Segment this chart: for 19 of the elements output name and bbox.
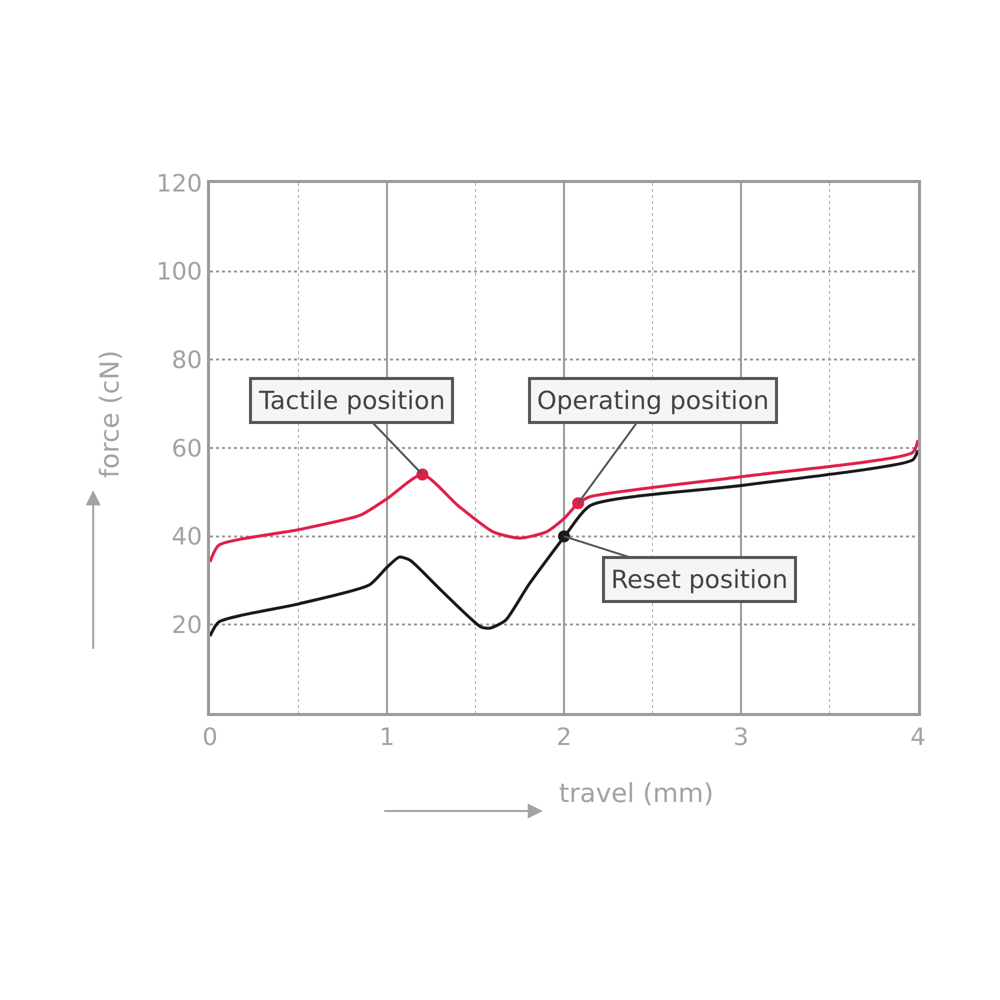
annotation: Tactile position: [258, 386, 446, 415]
y-tick-label: 40: [172, 522, 202, 551]
y-tick-label: 120: [156, 169, 202, 198]
line-series: [210, 438, 918, 564]
y-tick-label: 20: [172, 611, 202, 640]
x-tick-label: 3: [733, 722, 749, 751]
y-tick-label: 80: [172, 346, 202, 374]
y-tick-label: 100: [156, 258, 202, 286]
annotation: Reset position: [611, 565, 788, 594]
line-series: [210, 448, 918, 638]
x-axis-title: travel (mm): [559, 779, 714, 809]
y-axis-title: force (cN): [95, 350, 126, 478]
x-tick-label: 0: [202, 722, 218, 751]
annotation: Operating position: [537, 386, 769, 415]
y-tick-label: 60: [172, 434, 202, 462]
x-tick-label: 1: [379, 722, 395, 751]
x-tick-label: 4: [910, 722, 926, 751]
x-tick-label: 2: [556, 722, 572, 751]
point: [416, 468, 428, 480]
